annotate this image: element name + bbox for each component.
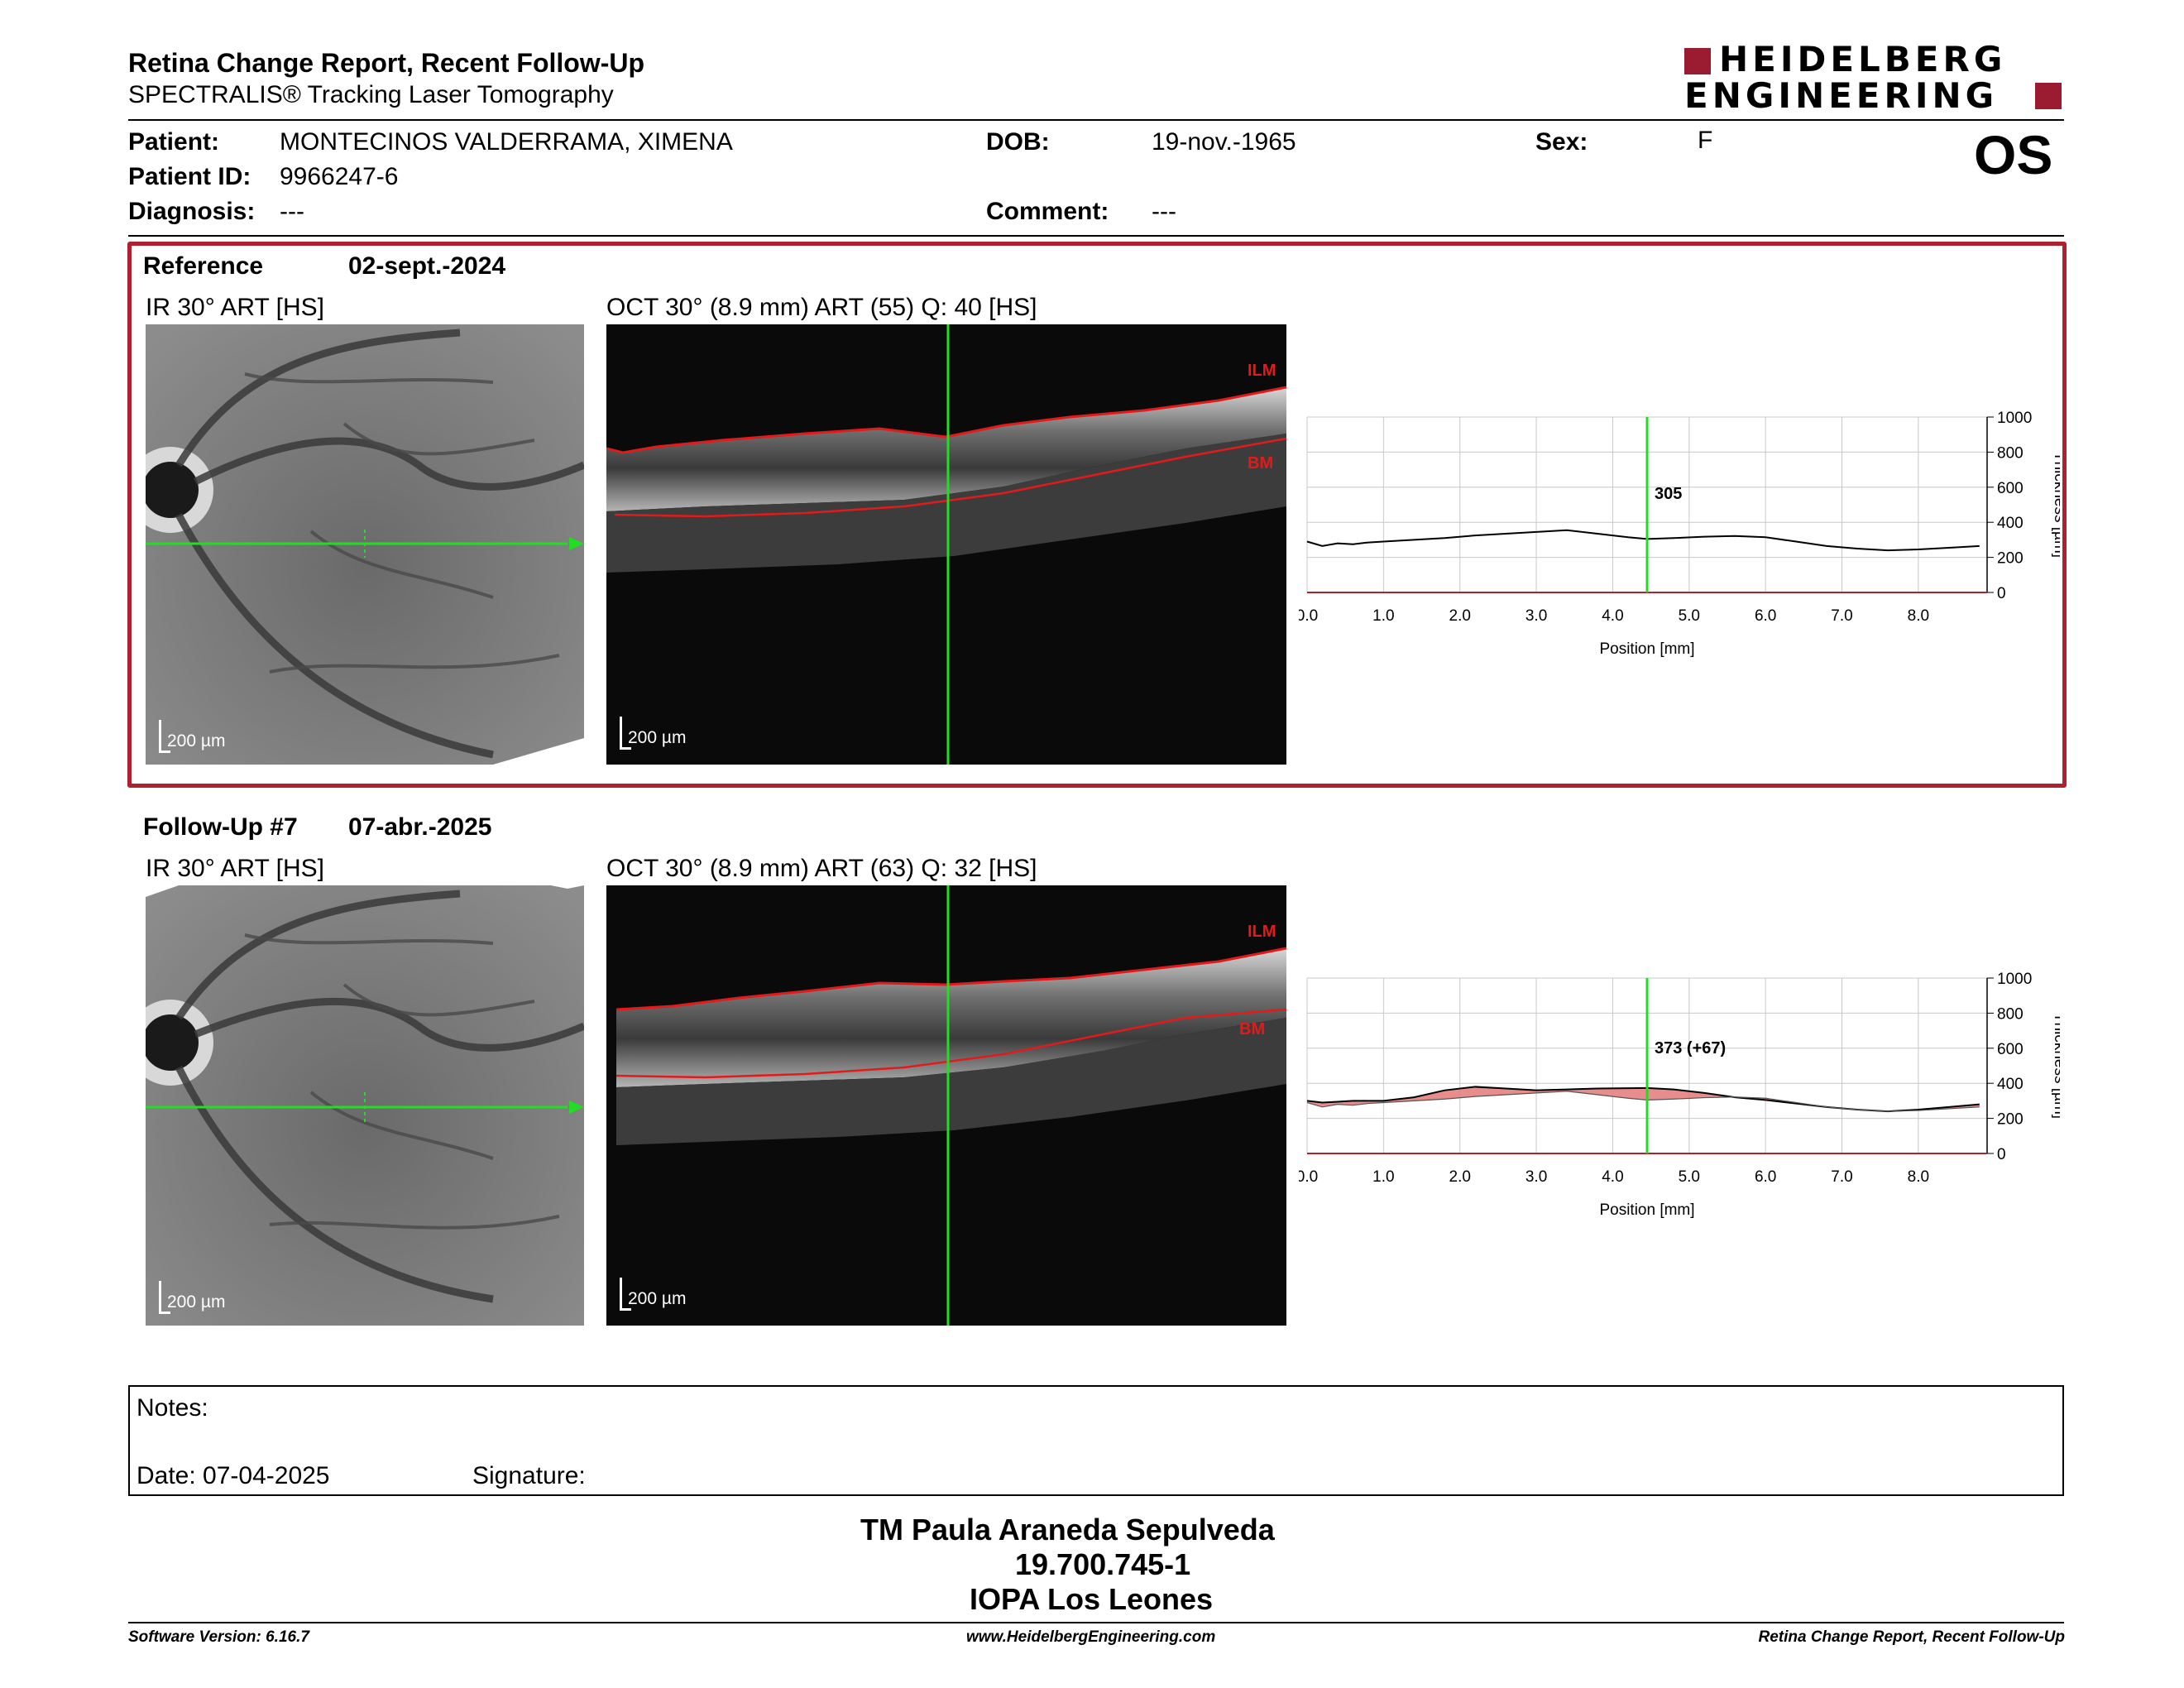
comment-label: Comment: [986,198,1109,225]
followup-cursor-value: 373 (+67) [1655,1039,1727,1057]
x-tick-label: 8.0 [1908,607,1929,625]
followup-bm-label: BM [1239,1020,1265,1038]
notes-label: Notes: [136,1394,208,1422]
x-tick-label: 3.0 [1525,1168,1547,1186]
signer-name: TM Paula Araneda Sepulveda [860,1513,1275,1547]
followup-ir-scale-bar: 200 µm [159,1281,258,1314]
reference-frame [127,242,2067,788]
y-tick-label: 800 [1997,444,2024,462]
reference-ir-title: IR 30° ART [HS] [146,294,324,321]
patient-id-label: Patient ID: [128,163,251,190]
patient-id: 9966247-6 [280,163,399,190]
y-tick-label: 400 [1997,515,2024,532]
followup-thickness-chart: 0 200 400 600 800 1000 0.0 1.0 2.0 3.0 4.0 5.0 6.0 7.… [1296,970,2068,1235]
signature-label: Signature: [472,1462,586,1489]
reference-thickness-chart: 0 200 400 600 800 1000 0.0 1.0 2.0 3.0 4.0 5.0 6.0 7.… [1296,409,2068,674]
sex-value: F [1698,127,1713,154]
y-tick-label: 0 [1997,585,2006,602]
reference-oct-bscan-image[interactable]: ILM BM 200 µm [606,324,1286,765]
reference-bm-label: BM [1248,454,1273,472]
x-tick-label: 0.0 [1299,607,1318,625]
eye-indicator: OS [1974,124,2053,185]
footer-report-name: Retina Change Report, Recent Follow-Up [1758,1628,2065,1646]
y-tick-label: 400 [1997,1076,2024,1093]
followup-ilm-label: ILM [1248,923,1276,941]
x-axis-label: Position [mm] [1599,1201,1694,1219]
y-axis-label: Thickness [µm] [2051,452,2060,558]
followup-label: Follow-Up #7 [143,813,298,841]
followup-date: 07-abr.-2025 [348,813,492,841]
followup-ir-fundus-image[interactable]: 200 µm [146,885,584,1326]
x-tick-label: 3.0 [1525,607,1547,625]
x-tick-label: 6.0 [1755,1168,1776,1186]
report-title: Retina Change Report, Recent Follow-Up [128,48,645,78]
report-subtitle: SPECTRALIS® Tracking Laser Tomography [128,81,614,108]
reference-label: Reference [143,252,264,280]
y-tick-label: 200 [1997,550,2024,568]
y-tick-label: 1000 [1997,410,2032,427]
dob-value: 19-nov.-1965 [1152,128,1296,156]
y-tick-label: 800 [1997,1005,2024,1023]
reference-oct-title: OCT 30° (8.9 mm) ART (55) Q: 40 [HS] [606,294,1037,321]
x-tick-label: 4.0 [1602,1168,1623,1186]
thickness-change-area [1307,1086,1980,1112]
thickness-series-line [1306,529,1980,552]
logo-line2: ENGINEERING [1684,75,1999,116]
y-tick-label: 1000 [1997,971,2032,988]
y-tick-label: 600 [1997,480,2024,497]
signer-org: IOPA Los Leones [970,1582,1214,1616]
x-tick-label: 5.0 [1679,607,1700,625]
reference-ilm-label: ILM [1248,362,1276,380]
reference-ir-scale-bar: 200 µm [159,720,258,753]
signer-id: 19.700.745-1 [1015,1547,1191,1581]
followup-ir-title: IR 30° ART [HS] [146,855,324,882]
x-tick-label: 1.0 [1372,607,1394,625]
x-axis-label: Position [mm] [1599,640,1694,658]
reference-oct-scale-bar: 200 µm [620,717,719,750]
x-tick-label: 7.0 [1831,1168,1852,1186]
x-tick-label: 1.0 [1372,1168,1394,1186]
x-tick-label: 5.0 [1679,1168,1700,1186]
comment-value: --- [1152,198,1176,225]
y-tick-label: 600 [1997,1041,2024,1058]
diagnosis-label: Diagnosis: [128,198,256,225]
notes-box[interactable]: Notes: Date: 07-04-2025 Signature: [128,1385,2064,1496]
heidelberg-logo: HEIDELBERG ENGINEERING [1684,41,2065,116]
diagnosis-value: --- [280,198,304,225]
software-version: Software Version: 6.16.7 [128,1628,309,1646]
followup-oct-scale-bar: 200 µm [620,1278,719,1311]
y-tick-label: 200 [1997,1111,2024,1129]
y-axis-label: Thickness [µm] [2051,1013,2060,1119]
x-tick-label: 2.0 [1449,607,1471,625]
x-tick-label: 7.0 [1831,607,1852,625]
sex-label: Sex: [1535,128,1588,156]
patient-name: MONTECINOS VALDERRAMA, XIMENA [280,128,733,156]
thickness-series-line [1306,1091,1980,1112]
reference-cursor-value: 305 [1655,485,1683,503]
reference-date: 02-sept.-2024 [348,252,506,280]
x-tick-label: 2.0 [1449,1168,1471,1186]
patient-name-label: Patient: [128,128,220,156]
followup-oct-title: OCT 30° (8.9 mm) ART (63) Q: 32 [HS] [606,855,1037,882]
x-tick-label: 6.0 [1755,607,1776,625]
reference-ir-fundus-image[interactable]: 200 µm [146,324,584,765]
followup-oct-bscan-image[interactable]: ILM BM 200 µm [606,885,1286,1326]
x-tick-label: 0.0 [1299,1168,1318,1186]
notes-date: Date: 07-04-2025 [136,1462,330,1489]
x-tick-label: 8.0 [1908,1168,1929,1186]
logo-line1: HEIDELBERG [1719,39,2007,79]
dob-label: DOB: [986,128,1050,156]
website-link[interactable]: www.HeidelbergEngineering.com [966,1628,1216,1646]
x-tick-label: 4.0 [1602,607,1623,625]
y-tick-label: 0 [1997,1146,2006,1163]
